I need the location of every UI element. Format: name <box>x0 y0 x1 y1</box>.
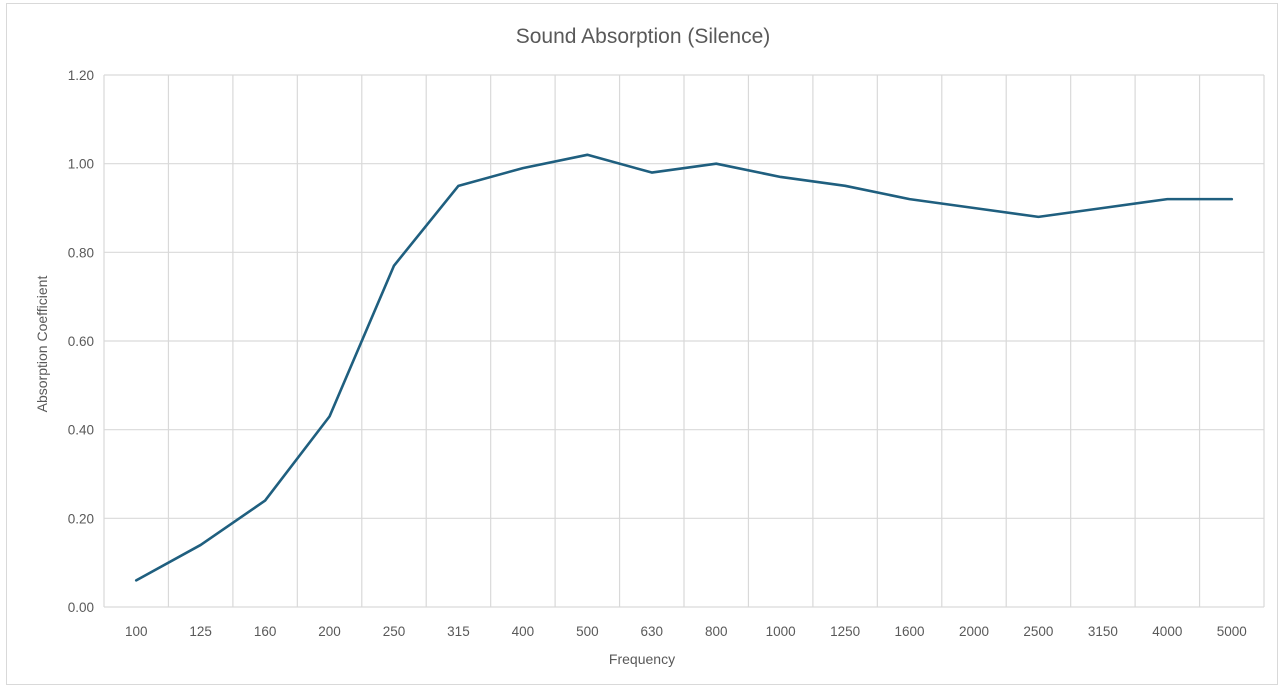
x-axis-title: Frequency <box>609 651 675 667</box>
x-tick-label: 1000 <box>766 624 796 639</box>
x-tick-label: 630 <box>641 624 664 639</box>
x-tick-label: 800 <box>705 624 728 639</box>
x-tick-label: 1250 <box>830 624 860 639</box>
y-tick-label: 1.00 <box>68 157 94 172</box>
y-tick-label: 0.00 <box>68 600 94 615</box>
y-axis-title: Absorption Coefficient <box>34 276 50 413</box>
series-group <box>134 153 1234 582</box>
x-tick-label: 2000 <box>959 624 989 639</box>
x-tick-label: 2500 <box>1023 624 1053 639</box>
x-tick-label: 5000 <box>1217 624 1247 639</box>
x-tick-label: 500 <box>576 624 599 639</box>
x-tick-label: 100 <box>125 624 148 639</box>
x-tick-label: 125 <box>189 624 212 639</box>
y-tick-label: 0.80 <box>68 245 94 260</box>
x-tick-label: 3150 <box>1088 624 1118 639</box>
y-tick-label: 1.20 <box>68 68 94 83</box>
x-tick-labels: 100 125 160 200 250 315 400 500 630 800 1000 1250 16… <box>125 624 1247 639</box>
series-line <box>134 153 1234 582</box>
y-tick-label: 0.40 <box>68 423 94 438</box>
line-chart: Sound Absorption (Silence) 0.000.200.400… <box>34 25 1265 667</box>
chart-frame: Sound Absorption (Silence) 0.00 0.20 0.40 0… <box>6 3 1278 685</box>
y-tick-label: 0.60 <box>68 334 94 349</box>
chart-title: Sound Absorption (Silence) <box>516 25 771 48</box>
x-tick-label: 400 <box>512 624 535 639</box>
x-tick-label: 160 <box>254 624 277 639</box>
x-tick-label: 1600 <box>895 624 925 639</box>
y-tick-label: 0.20 <box>68 511 94 526</box>
x-tick-label: 4000 <box>1152 624 1182 639</box>
gridlines <box>103 74 1265 608</box>
x-tick-label: 200 <box>318 624 341 639</box>
y-tick-labels: 0.00 0.20 0.40 0.60 0.80 1.00 1.20 <box>68 68 94 615</box>
x-tick-label: 250 <box>383 624 406 639</box>
x-tick-label: 315 <box>447 624 470 639</box>
